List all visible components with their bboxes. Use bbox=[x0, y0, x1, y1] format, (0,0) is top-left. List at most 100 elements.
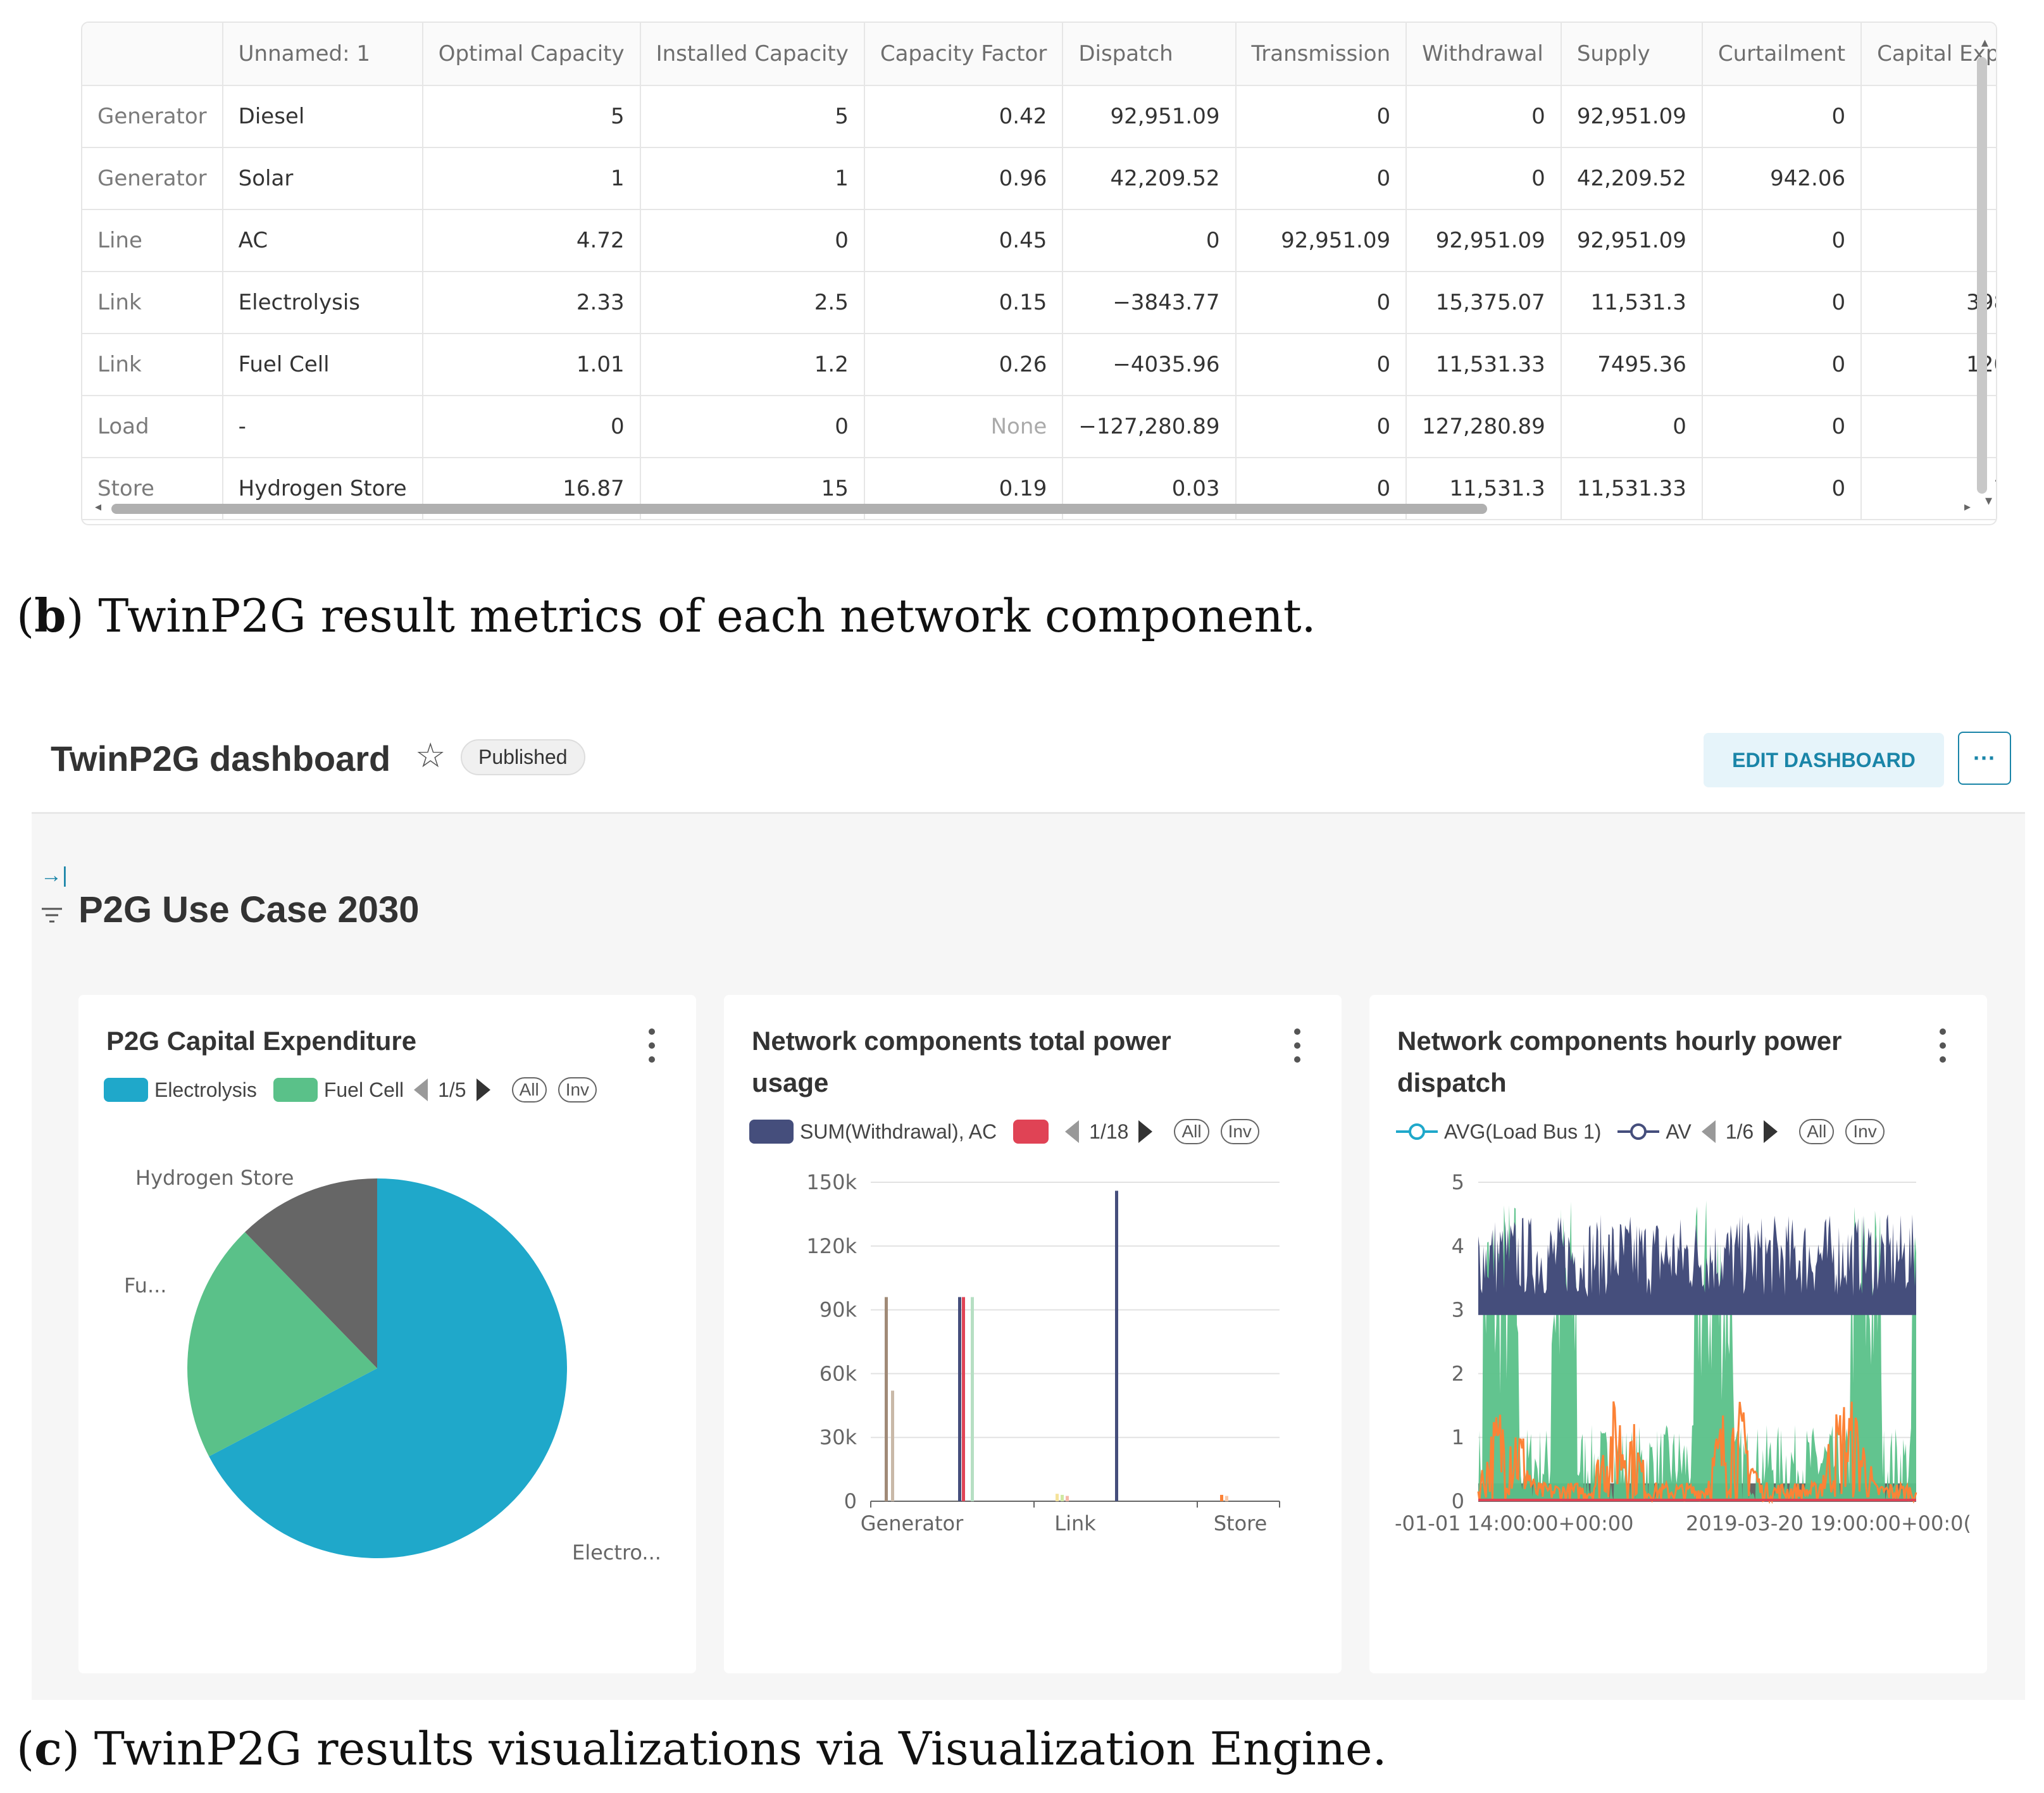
table-cell: Line bbox=[82, 209, 223, 272]
x-tick-label: Generator bbox=[861, 1511, 964, 1535]
prev-page-icon[interactable] bbox=[1701, 1120, 1716, 1143]
legend-inv-button[interactable]: Inv bbox=[1845, 1119, 1885, 1144]
header-divider bbox=[32, 812, 2025, 814]
table-cell: 5 bbox=[422, 85, 641, 148]
x-tick-label: Link bbox=[1054, 1511, 1096, 1535]
horizontal-scroll-track[interactable]: ◂ ▸ bbox=[95, 500, 1983, 516]
table-row: Generator Solar 1 1 0.96 42,209.52 0 0 42,209.52… bbox=[82, 147, 1996, 210]
scroll-down-icon[interactable]: ▾ bbox=[1985, 492, 1992, 508]
legend-label-second[interactable]: AV bbox=[1666, 1120, 1692, 1143]
bar bbox=[891, 1390, 894, 1501]
next-page-icon[interactable] bbox=[1138, 1120, 1153, 1143]
table-cell: None bbox=[864, 396, 1064, 458]
bar-chart: 0 30k 60k 90k 120k 150k Generator Link Store bbox=[806, 1170, 1280, 1535]
column-header[interactable]: Curtailment bbox=[1702, 23, 1862, 86]
legend-label-electrolysis[interactable]: Electrolysis bbox=[154, 1078, 257, 1101]
card-menu-icon[interactable] bbox=[648, 1027, 656, 1065]
bar bbox=[958, 1297, 961, 1501]
column-header[interactable]: Capacity Factor bbox=[864, 23, 1064, 86]
more-options-button[interactable]: ··· bbox=[1958, 732, 2011, 785]
line-chart: 0 1 2 3 4 5 -01-01 14:00:00+00:00 2019-03-20 19… bbox=[1395, 1170, 1971, 1535]
table-cell: 11,531.3 bbox=[1561, 272, 1703, 334]
table-cell: 0 bbox=[1063, 209, 1237, 272]
table-cell: 5 bbox=[640, 85, 865, 148]
table-cell: 0.96 bbox=[864, 147, 1064, 210]
legend-marker-second-icon[interactable] bbox=[1616, 1120, 1661, 1144]
table-cell: Fuel Cell bbox=[222, 334, 423, 396]
legend-marker-load-bus-icon[interactable] bbox=[1395, 1120, 1439, 1144]
edit-dashboard-button[interactable]: EDIT DASHBOARD bbox=[1704, 733, 1944, 787]
next-page-icon[interactable] bbox=[1764, 1120, 1778, 1143]
table-cell: 0 bbox=[1702, 334, 1862, 396]
scroll-left-icon[interactable]: ◂ bbox=[95, 500, 102, 514]
table-cell: 0 bbox=[1702, 85, 1862, 148]
bar-chart-card: Network components total power usage SUM(… bbox=[724, 995, 1342, 1673]
table-cell: 92,951.09 bbox=[1406, 209, 1562, 272]
next-page-icon[interactable] bbox=[476, 1078, 490, 1101]
table-cell: Load bbox=[82, 396, 223, 458]
y-tick-label: 0 bbox=[1452, 1489, 1464, 1513]
legend-inv-button[interactable]: Inv bbox=[558, 1077, 597, 1103]
table-cell: 92,951.09 bbox=[1063, 85, 1237, 148]
table-cell: 0 bbox=[1861, 147, 1996, 210]
status-badge[interactable]: Published bbox=[461, 739, 585, 775]
legend-swatch-electrolysis[interactable] bbox=[104, 1078, 148, 1102]
x-tick-label: Store bbox=[1214, 1511, 1268, 1535]
y-tick-label: 150k bbox=[806, 1170, 857, 1194]
card-menu-icon[interactable] bbox=[1293, 1027, 1301, 1065]
dashboard-canvas: →| P2G Use Case 2030 P2G Capital Expendi… bbox=[32, 814, 2025, 1700]
card-menu-icon[interactable] bbox=[1939, 1027, 1947, 1065]
y-tick-label: 2 bbox=[1452, 1361, 1464, 1385]
filter-icon[interactable] bbox=[39, 903, 65, 928]
column-header[interactable]: Transmission bbox=[1235, 23, 1407, 86]
expand-filters-icon[interactable]: →| bbox=[41, 863, 68, 887]
table-cell: 92,951.09 bbox=[1235, 209, 1407, 272]
y-tick-label: 30k bbox=[819, 1425, 857, 1449]
scroll-up-icon[interactable]: ▴ bbox=[1981, 34, 1988, 50]
legend-swatch-withdrawal-ac[interactable] bbox=[749, 1120, 794, 1144]
legend-label-withdrawal-ac[interactable]: SUM(Withdrawal), AC bbox=[800, 1120, 997, 1143]
y-tick-label: 90k bbox=[819, 1298, 857, 1322]
legend-swatch-red[interactable] bbox=[1013, 1120, 1049, 1144]
table-cell: 0 bbox=[1861, 85, 1996, 148]
table-cell: 4.72 bbox=[422, 209, 641, 272]
column-header[interactable]: Dispatch bbox=[1063, 23, 1237, 86]
table-cell: 92,951.09 bbox=[1561, 209, 1703, 272]
legend-label-load-bus[interactable]: AVG(Load Bus 1) bbox=[1444, 1120, 1602, 1143]
star-icon[interactable]: ☆ bbox=[415, 737, 446, 775]
horizontal-scrollbar[interactable] bbox=[111, 504, 1487, 514]
bar bbox=[1061, 1494, 1064, 1501]
vertical-scrollbar[interactable] bbox=[1977, 57, 1987, 494]
scroll-right-icon[interactable]: ▸ bbox=[1964, 500, 1971, 514]
column-header[interactable]: Installed Capacity bbox=[640, 23, 865, 86]
legend-inv-button[interactable]: Inv bbox=[1220, 1119, 1259, 1144]
bar bbox=[1220, 1494, 1223, 1501]
legend-label-fuel-cell[interactable]: Fuel Cell bbox=[323, 1078, 404, 1101]
table-row: Line AC 4.72 0 0.45 0 92,951.09 92,951.09 92,951… bbox=[82, 209, 1996, 272]
y-tick-label: 0 bbox=[844, 1489, 857, 1513]
x-tick-label: -01-01 14:00:00+00:00 bbox=[1395, 1511, 1633, 1535]
table-cell: 1.2 bbox=[640, 334, 865, 396]
table-cell: 0 bbox=[1861, 209, 1996, 272]
column-header[interactable]: Capital Expenditure bbox=[1861, 23, 1996, 86]
y-tick-label: 4 bbox=[1452, 1234, 1464, 1258]
caption-c: (c) TwinP2G results visualizations via V… bbox=[16, 1721, 1387, 1775]
legend-all-button[interactable]: All bbox=[1799, 1119, 1835, 1144]
prev-page-icon[interactable] bbox=[1065, 1120, 1080, 1143]
prev-page-icon[interactable] bbox=[414, 1078, 428, 1101]
legend-swatch-fuel-cell[interactable] bbox=[273, 1078, 318, 1102]
bar bbox=[1225, 1496, 1228, 1501]
column-header[interactable]: Optimal Capacity bbox=[422, 23, 641, 86]
table-cell: Electrolysis bbox=[222, 272, 423, 334]
column-header[interactable]: Withdrawal bbox=[1406, 23, 1562, 86]
table-cell: Generator bbox=[82, 147, 223, 210]
results-table: Unnamed: 1 Optimal Capacity Installed Capa… bbox=[82, 23, 1996, 520]
table-cell: 0.26 bbox=[864, 334, 1064, 396]
legend-all-button[interactable]: All bbox=[1174, 1119, 1209, 1144]
legend-all-button[interactable]: All bbox=[511, 1077, 547, 1103]
column-header[interactable]: Supply bbox=[1561, 23, 1703, 86]
pie-label-hydrogen-store: Hydrogen Store bbox=[135, 1166, 294, 1190]
bar-legend: SUM(Withdrawal), AC 1/18 All Inv bbox=[749, 1119, 1259, 1144]
column-header[interactable] bbox=[82, 23, 223, 86]
column-header[interactable]: Unnamed: 1 bbox=[222, 23, 423, 86]
